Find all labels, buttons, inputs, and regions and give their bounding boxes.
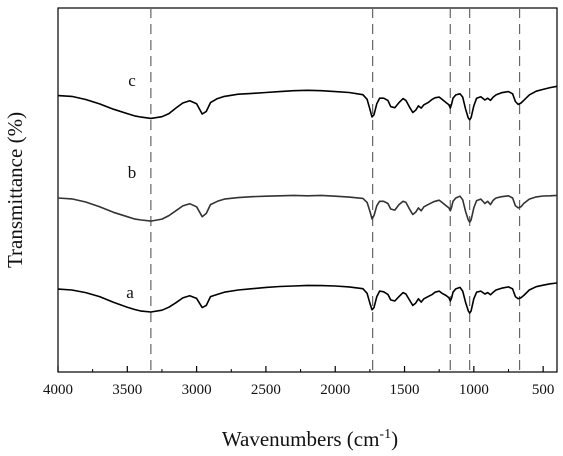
x-tick-label-3500: 3500 [112,382,142,398]
curve-label-a: a [126,283,134,302]
x-axis-ticks: 4000 3500 3000 2500 2000 1500 1000 500 [43,366,554,398]
x-tick-label-4000: 4000 [43,382,73,398]
series-line-b [58,195,557,222]
x-tick-label-2500: 2500 [251,382,281,398]
x-tick-label-2000: 2000 [320,382,350,398]
x-axis-title: Wavenumbers (cm-1) [222,427,398,451]
y-axis-title: Transmittance (%) [3,112,27,268]
curve-label-b: b [128,163,137,182]
curve-label-c: c [128,71,136,90]
spectra [58,86,557,313]
x-tick-label-500: 500 [532,382,555,398]
reference-lines [151,8,520,372]
x-tick-label-1000: 1000 [459,382,489,398]
plot-area-frame [58,8,557,372]
x-tick-label-3000: 3000 [182,382,212,398]
series-line-c [58,86,557,120]
x-tick-label-1500: 1500 [390,382,420,398]
curve-labels: a b c [126,71,136,302]
